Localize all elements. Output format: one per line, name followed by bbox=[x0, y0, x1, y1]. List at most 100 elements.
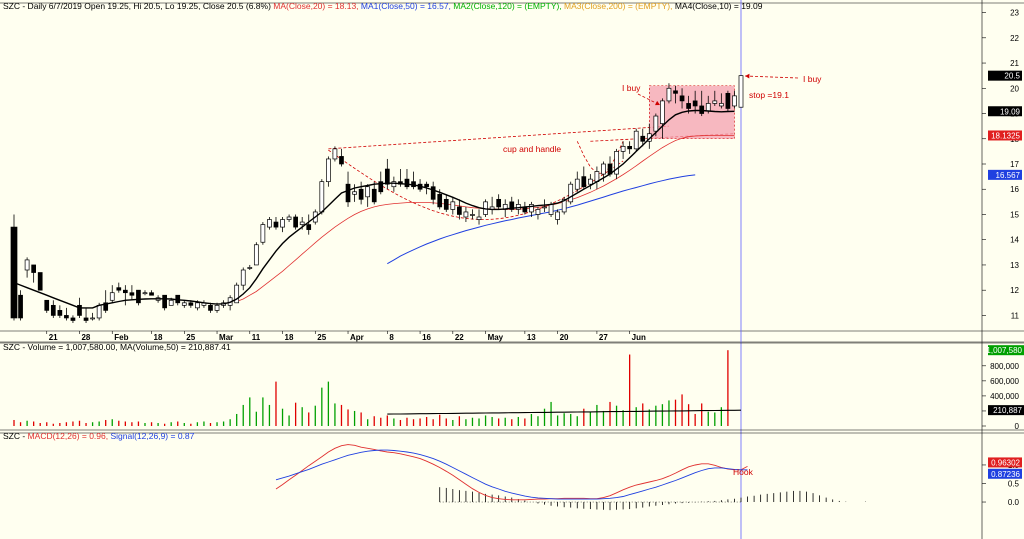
candle-body bbox=[57, 310, 63, 316]
candle-body bbox=[548, 204, 554, 215]
candle-body bbox=[692, 100, 698, 107]
candle-body bbox=[306, 224, 312, 230]
candle-body bbox=[149, 292, 154, 296]
x-tick-label: 22 bbox=[455, 333, 464, 342]
candle-body bbox=[31, 264, 36, 273]
volume-tick-label: 800,000 bbox=[990, 362, 1019, 371]
price-tag-label: 20.5 bbox=[1004, 72, 1020, 81]
candle-body bbox=[195, 302, 200, 309]
candle-body bbox=[601, 163, 606, 175]
candle-body bbox=[96, 304, 102, 319]
x-tick-label: 28 bbox=[81, 333, 90, 342]
volume-pane: 800,000600,000400,000200,00001,007,58021… bbox=[0, 342, 1024, 431]
candle-body bbox=[142, 292, 148, 295]
stop-label: stop =19.1 bbox=[749, 90, 789, 100]
macd-line bbox=[275, 444, 748, 501]
cup-and-handle-label: cup and handle bbox=[503, 144, 561, 154]
i-buy-left-arrow-head bbox=[655, 100, 660, 106]
candle-body bbox=[378, 181, 384, 193]
price-tag-label: 18.1325 bbox=[991, 131, 1020, 140]
x-tick-label: Feb bbox=[114, 333, 128, 342]
x-tick-label: Jun bbox=[632, 333, 646, 342]
price-tick-label: 13 bbox=[1010, 261, 1019, 270]
candle-body bbox=[181, 302, 187, 306]
x-tick-label: 20 bbox=[560, 333, 569, 342]
x-tick-label: 11 bbox=[252, 333, 261, 342]
candle-body bbox=[44, 299, 50, 311]
x-tick-label: 25 bbox=[317, 333, 326, 342]
candle-body bbox=[168, 299, 174, 306]
signal-line bbox=[275, 449, 748, 500]
candle-body bbox=[679, 95, 685, 102]
macd-tag-box bbox=[988, 468, 1022, 479]
candle-body bbox=[450, 201, 456, 210]
candle-body bbox=[116, 287, 122, 291]
candle-body bbox=[358, 188, 364, 200]
volume-header: SZC - Volume = 1,007,580.00, MA(Volume,5… bbox=[3, 342, 231, 352]
price-tick-label: 22 bbox=[1010, 34, 1019, 43]
cup-rim-line bbox=[328, 125, 669, 150]
volume-tag-box bbox=[988, 405, 1024, 416]
price-tag-box bbox=[988, 169, 1022, 180]
candle-body bbox=[77, 304, 82, 316]
candle-body bbox=[103, 302, 109, 311]
candle-body bbox=[247, 267, 253, 269]
candle-body bbox=[404, 178, 410, 188]
candle-body bbox=[738, 75, 744, 108]
candle-body bbox=[260, 224, 266, 243]
candle-body bbox=[660, 100, 665, 124]
x-tick-label: May bbox=[488, 333, 504, 342]
candle-body bbox=[319, 181, 325, 213]
price-tick-label: 11 bbox=[1011, 311, 1020, 320]
price-tick-label: 20 bbox=[1010, 84, 1019, 93]
price-tag-label: 19.09 bbox=[1000, 107, 1021, 116]
candle-body bbox=[339, 156, 344, 165]
i-buy-left-label: I buy bbox=[622, 83, 641, 93]
candle-body bbox=[705, 103, 711, 112]
candle-body bbox=[581, 176, 587, 188]
price-tick-label: 15 bbox=[1010, 210, 1019, 219]
volume-tick-label: 400,000 bbox=[990, 392, 1019, 401]
price-tag-box bbox=[988, 70, 1022, 81]
candle-body bbox=[699, 105, 705, 114]
candle-body bbox=[293, 216, 298, 228]
macd-tick-label: 0.5 bbox=[1008, 479, 1020, 488]
candle-body bbox=[509, 201, 515, 210]
ma50-line bbox=[387, 174, 696, 265]
candle-body bbox=[542, 206, 547, 209]
candle-body bbox=[673, 90, 678, 94]
price-header: SZC - Daily 6/7/2019 Open 19.25, Hi 20.5… bbox=[3, 1, 763, 11]
i-buy-right-arrow bbox=[744, 75, 799, 79]
price-tick-label: 17 bbox=[1010, 160, 1019, 169]
x-tick-label: 18 bbox=[285, 333, 294, 342]
x-tick-label: 21 bbox=[49, 333, 58, 342]
price-tag-box bbox=[988, 130, 1022, 141]
candle-body bbox=[424, 183, 429, 188]
candle-body bbox=[64, 315, 69, 319]
cup-outline bbox=[328, 149, 624, 220]
candle-body bbox=[24, 259, 30, 271]
macd-tag-label: 0.87236 bbox=[991, 470, 1020, 479]
candle-body bbox=[561, 198, 567, 213]
price-tick-label: 16 bbox=[1010, 185, 1019, 194]
x-tick-label: Mar bbox=[219, 333, 233, 342]
volume-tag-label: 1,007,580 bbox=[986, 346, 1022, 355]
candle-body bbox=[391, 181, 397, 188]
price-tag-label: 16.567 bbox=[996, 171, 1021, 180]
x-tick-label: 16 bbox=[422, 333, 431, 342]
candle-body bbox=[470, 214, 475, 216]
i-buy-right-label: I buy bbox=[803, 74, 822, 84]
candle-body bbox=[457, 206, 462, 215]
candle-body bbox=[83, 317, 89, 321]
candle-body bbox=[50, 304, 56, 316]
price-tick-label: 12 bbox=[1010, 286, 1019, 295]
x-tick-label: Apr bbox=[350, 333, 364, 342]
macd-tag-box bbox=[988, 457, 1022, 468]
candle-body bbox=[332, 148, 338, 160]
candle-body bbox=[614, 151, 619, 175]
price-tick-label: 21 bbox=[1010, 59, 1019, 68]
candle-body bbox=[326, 158, 331, 183]
candle-body bbox=[280, 219, 285, 228]
